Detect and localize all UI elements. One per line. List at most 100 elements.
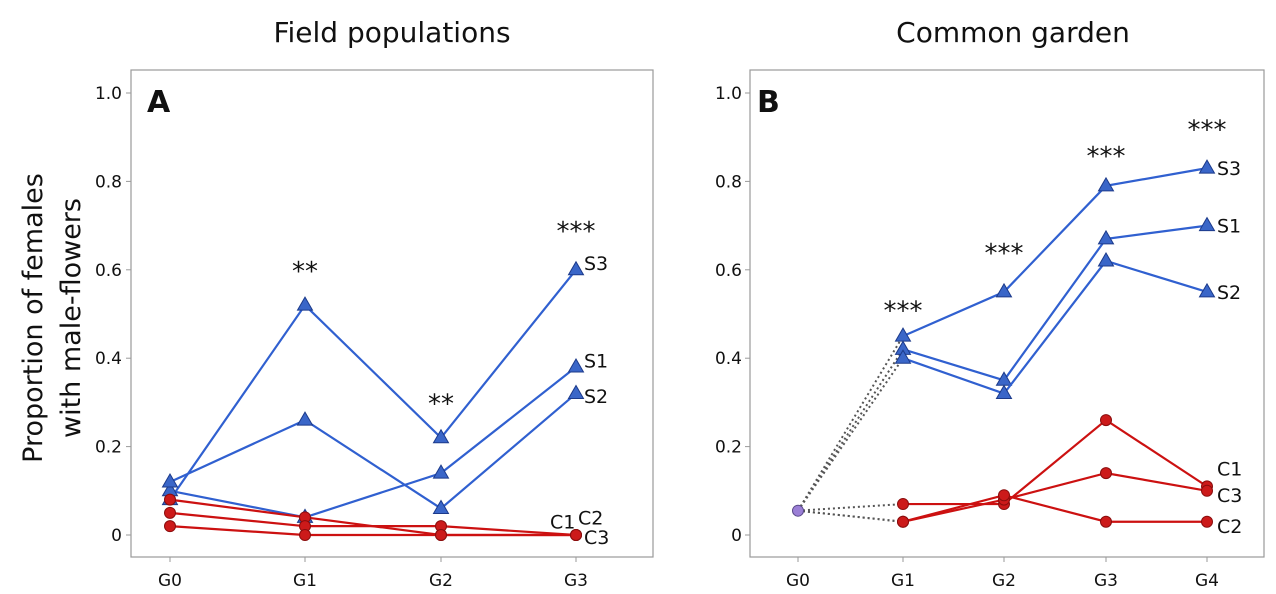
triangle-marker: [432, 464, 450, 479]
series-label: C2: [578, 507, 603, 529]
series-line: [169, 392, 577, 510]
y-tick-label: 1.0: [715, 84, 742, 104]
series-label: C3: [584, 527, 609, 549]
circle-marker: [1100, 414, 1112, 427]
triangle-marker: [567, 358, 585, 373]
x-tick-label: G4: [1195, 571, 1219, 591]
y-tick-label: 0.4: [715, 349, 742, 369]
panel-field-populations: Field populations A 00.20.40.60.81.0 G0 G…: [95, 16, 654, 591]
series-s1: S1: [161, 350, 608, 523]
series-c2: C2: [797, 489, 1242, 538]
triangle-marker: [1097, 176, 1115, 192]
y-tick-label: 0: [731, 526, 742, 546]
series-dotted-link: [797, 509, 904, 523]
plot-frame: [130, 69, 654, 558]
circle-marker: [1201, 484, 1213, 497]
series-dotted-link: [797, 503, 904, 512]
circle-marker: [998, 489, 1010, 502]
triangle-marker: [1198, 282, 1216, 298]
x-tick-label: G0: [158, 571, 182, 591]
circle-marker: [1100, 515, 1112, 528]
circle-marker: [1100, 467, 1112, 480]
x-tick-label: G1: [891, 571, 915, 591]
panel-title: Field populations: [273, 16, 510, 49]
series-layer: S3 S1 S2 C1 C3 C2: [792, 158, 1242, 538]
y-ticks: 0 0.2 0.4 0.6 0.8 1.0: [715, 84, 750, 546]
series-label: C1: [550, 512, 575, 534]
series-label: S1: [1217, 216, 1241, 238]
plot-frame: [749, 69, 1265, 558]
series-c3: C3: [797, 467, 1242, 528]
circle-marker: [164, 520, 176, 533]
y-tick-label: 0.6: [715, 261, 742, 281]
series-label: C3: [1217, 485, 1242, 507]
significance-label: ***: [884, 297, 923, 327]
y-tick-label: 0.8: [95, 172, 122, 192]
y-tick-label: 0.8: [715, 172, 742, 192]
series-label: S2: [1217, 282, 1241, 304]
significance-label: **: [292, 257, 318, 287]
triangle-marker: [1097, 229, 1115, 245]
series-s3: S3: [161, 253, 608, 506]
circle-marker: [897, 515, 909, 528]
series-dotted-link: [797, 348, 904, 512]
series-line: [903, 418, 1208, 506]
y-tick-label: 0.2: [715, 438, 742, 458]
panel-common-garden: Common garden B 00.20.40.60.81.0 G0 G1 G2 G…: [715, 16, 1265, 591]
significance-layer: *** *** *** ***: [884, 115, 1227, 326]
series-label: C2: [1217, 516, 1242, 538]
series-s3: S3: [797, 158, 1241, 512]
significance-label: ***: [1087, 142, 1126, 172]
triangle-marker: [296, 411, 314, 426]
series-s1: S1: [797, 216, 1241, 512]
x-tick-label: G1: [293, 571, 317, 591]
significance-layer: *******: [292, 217, 596, 419]
series-line: [169, 511, 577, 537]
series-line: [169, 269, 577, 501]
significance-label: ***: [985, 239, 1024, 269]
panel-letter: B: [757, 85, 780, 120]
series-line: [902, 494, 1207, 523]
x-tick-label: G2: [429, 571, 453, 591]
series-s2: S2: [161, 384, 608, 514]
circle-marker: [897, 498, 909, 511]
significance-label: **: [428, 389, 454, 419]
series-line: [902, 167, 1208, 338]
series-line: [169, 366, 577, 519]
triangle-marker: [995, 384, 1013, 400]
triangle-marker: [995, 282, 1013, 298]
series-c3: C3: [164, 520, 609, 549]
triangle-marker: [432, 499, 450, 514]
circle-marker: [164, 493, 176, 506]
circle-marker: [435, 529, 447, 541]
circle-marker: [299, 529, 311, 541]
triangle-marker: [567, 260, 585, 276]
y-tick-label: 0.2: [95, 438, 122, 458]
triangle-marker: [1198, 216, 1216, 232]
series-label: S1: [584, 350, 608, 372]
x-ticks: G0 G1 G2 G3: [158, 557, 588, 591]
series-line: [902, 471, 1208, 523]
triangle-marker: [296, 296, 314, 311]
series-label: S3: [584, 253, 608, 275]
series-label: S3: [1217, 158, 1241, 180]
y-tick-label: 1.0: [95, 84, 122, 104]
panel-letter: A: [147, 85, 171, 120]
x-tick-label: G3: [1094, 571, 1118, 591]
y-tick-label: 0.6: [95, 261, 122, 281]
series-s2: S2: [797, 251, 1241, 512]
panel-title: Common garden: [896, 16, 1130, 49]
y-tick-label: 0: [111, 526, 122, 546]
series-line: [169, 525, 576, 537]
triangle-marker: [432, 428, 450, 444]
y-axis-label-line-2: with male-flowers: [56, 198, 87, 438]
y-axis-label: Proportion of females with male-flowers: [18, 173, 87, 463]
x-tick-label: G3: [564, 571, 588, 591]
triangle-marker: [161, 472, 179, 488]
circle-marker: [1201, 515, 1213, 528]
series-label: C1: [1217, 459, 1242, 481]
x-tick-label: G2: [992, 571, 1016, 591]
circle-marker: [570, 529, 582, 541]
